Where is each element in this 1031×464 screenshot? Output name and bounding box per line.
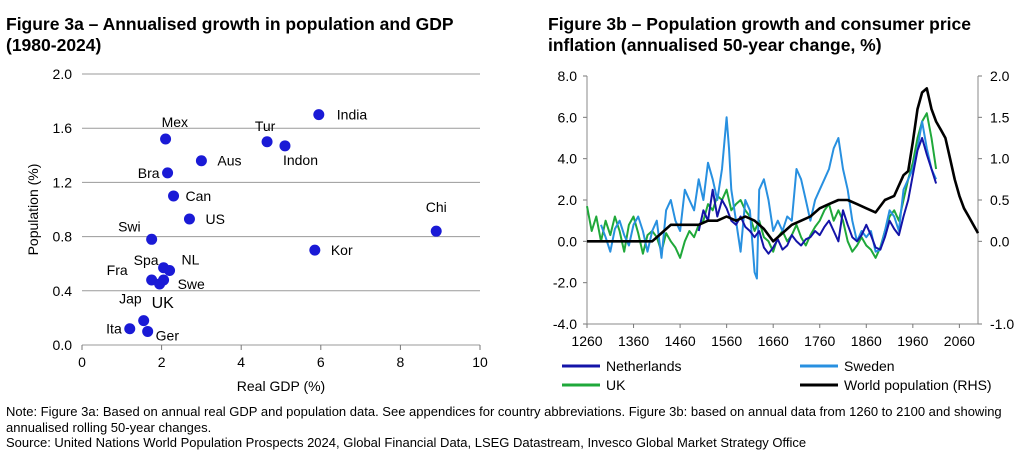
left-y-tick-label: 4.0 [558, 151, 578, 167]
scatter-point [309, 244, 321, 256]
point-label: Tur [255, 118, 276, 134]
legend-label: UK [606, 377, 626, 393]
left-y-tick-label: 6.0 [558, 109, 578, 125]
point-label: Indon [283, 152, 318, 168]
point-label: Swi [118, 218, 141, 234]
scatter-point [168, 190, 180, 202]
scatter-point [146, 233, 158, 245]
x-tick-label: 2 [158, 354, 166, 370]
point-label: Mex [162, 114, 188, 130]
point-label: Aus [217, 153, 241, 169]
right-y-tick-label: 1.5 [990, 109, 1010, 125]
point-label: Ger [156, 327, 180, 343]
point-label: Ita [106, 321, 122, 337]
x-tick-label: 1460 [665, 333, 696, 349]
scatter-point [142, 325, 154, 337]
left-y-tick-label: 2.0 [558, 192, 578, 208]
figure-3b-title: Figure 3b – Population growth and consum… [548, 14, 971, 55]
right-y-tick-label: -1.0 [990, 316, 1014, 332]
right-y-tick-label: 0.5 [990, 192, 1010, 208]
left-y-tick-label: -4.0 [553, 316, 577, 332]
scatter-point [279, 140, 291, 152]
left-y-tick-label: 8.0 [558, 68, 578, 84]
point-label: Jap [119, 291, 142, 307]
scatter-point [138, 315, 150, 327]
right-y-tick-label: 2.0 [990, 68, 1010, 84]
scatter-point [261, 136, 273, 148]
x-tick-label: 1360 [618, 333, 649, 349]
series-line-sweden [600, 116, 938, 280]
figure-note: Note: Figure 3a: Based on annual real GD… [6, 404, 1002, 435]
point-label: NL [182, 251, 200, 267]
scatter-point [195, 155, 207, 167]
y-tick-label: 0.8 [53, 229, 73, 245]
x-tick-label: 6 [317, 354, 325, 370]
point-label: Chi [426, 199, 447, 215]
point-label: UK [152, 295, 175, 312]
point-label: Spa [134, 252, 159, 268]
scatter-point [160, 133, 172, 145]
scatter-point [162, 167, 174, 179]
y-tick-label: 2.0 [53, 66, 73, 82]
y-tick-label: 0.0 [53, 337, 73, 353]
figure-3a-title: Figure 3a – Annualised growth in populat… [6, 14, 454, 55]
point-label: Fra [107, 262, 128, 278]
scatter-point [313, 109, 325, 121]
scatter-point [430, 225, 442, 237]
series-line-world-population-rhs- [587, 87, 980, 243]
left-y-tick-label: 0.0 [558, 233, 578, 249]
scatter-point [124, 323, 136, 335]
x-tick-label: 1860 [851, 333, 882, 349]
point-label: US [205, 211, 224, 227]
legend-label: Netherlands [606, 358, 682, 374]
x-tick-label: 1960 [897, 333, 928, 349]
y-axis-title: Population (%) [25, 164, 41, 256]
y-tick-label: 1.6 [53, 120, 73, 136]
scatter-point [154, 278, 166, 290]
legend-label: Sweden [844, 358, 895, 374]
x-tick-label: 1760 [804, 333, 835, 349]
figure-source: Source: United Nations World Population … [6, 435, 807, 450]
x-tick-label: 2060 [944, 333, 975, 349]
scatter-point [183, 213, 195, 225]
x-axis-title: Real GDP (%) [237, 378, 325, 394]
figure-3b-line-chart: -4.0 -2.0 0.0 2.0 4.0 6.0 8.0 -1.0 0.0 0.5 1.0 1.5 2… [553, 68, 1014, 393]
x-tick-label: 4 [237, 354, 245, 370]
legend-label: World population (RHS) [844, 377, 992, 393]
left-y-tick-label: -2.0 [553, 275, 577, 291]
point-label: Bra [138, 165, 160, 181]
point-label: Swe [178, 276, 205, 292]
x-tick-label: 1260 [571, 333, 602, 349]
x-tick-label: 8 [397, 354, 405, 370]
point-label: Kor [331, 242, 353, 258]
x-tick-label: 1560 [711, 333, 742, 349]
y-tick-label: 1.2 [53, 174, 73, 190]
x-tick-label: 10 [472, 354, 488, 370]
x-tick-label: 0 [78, 354, 86, 370]
notes-block: Note: Figure 3a: Based on annual real GD… [6, 404, 1026, 451]
figure-3a-scatter-chart: 0.0 0.4 0.8 1.2 1.6 2.0 0 2 4 6 8 10 Real GDP (%) Pop… [25, 66, 488, 394]
right-y-tick-label: 1.0 [990, 151, 1010, 167]
point-label: Can [186, 188, 212, 204]
x-tick-label: 1660 [758, 333, 789, 349]
y-tick-label: 0.4 [53, 283, 73, 299]
right-y-tick-label: 0.0 [990, 233, 1010, 249]
scatter-point [164, 264, 176, 276]
point-label: India [337, 107, 368, 123]
